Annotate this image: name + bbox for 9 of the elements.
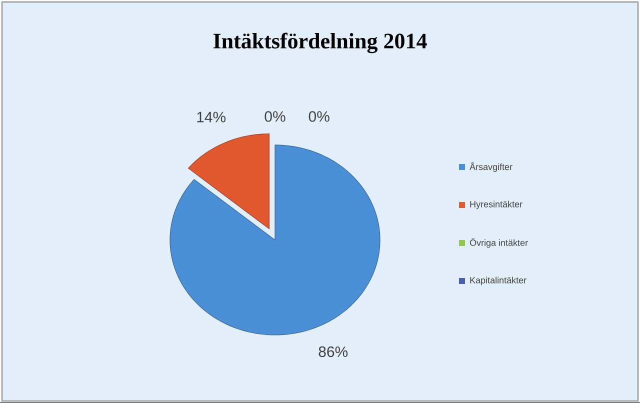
legend-label: Kapitalintäkter [470, 276, 526, 286]
text: 0% [308, 111, 330, 122]
legend-label: Årsavgifter [470, 162, 512, 172]
legend-label: Övriga intäkter [470, 238, 528, 248]
text: 0% [264, 111, 286, 122]
data-label: 14% [197, 112, 226, 122]
data-label: 86% [318, 346, 348, 358]
chart-title: Intäktsfördelning 2014 [213, 32, 427, 54]
legend-label: Hyresintäkter [470, 200, 522, 210]
